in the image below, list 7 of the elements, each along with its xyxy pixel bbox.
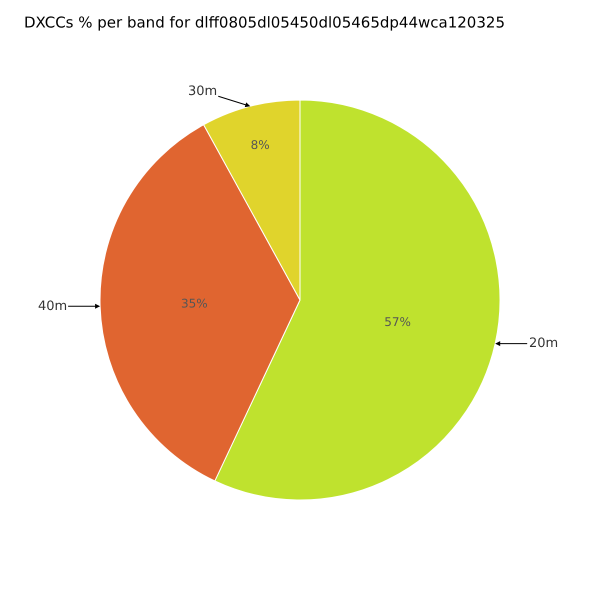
data-label: 35% <box>180 296 208 310</box>
slice-label: 30m <box>188 84 218 99</box>
slice-label: 40m <box>38 299 68 314</box>
chart-title: DXCCs % per band for dlff0805dl05450dl05465dp44wca120325 <box>24 13 505 32</box>
slice-label: 20m <box>529 336 558 351</box>
data-label: 8% <box>250 138 270 152</box>
data-label: 57% <box>384 314 411 329</box>
